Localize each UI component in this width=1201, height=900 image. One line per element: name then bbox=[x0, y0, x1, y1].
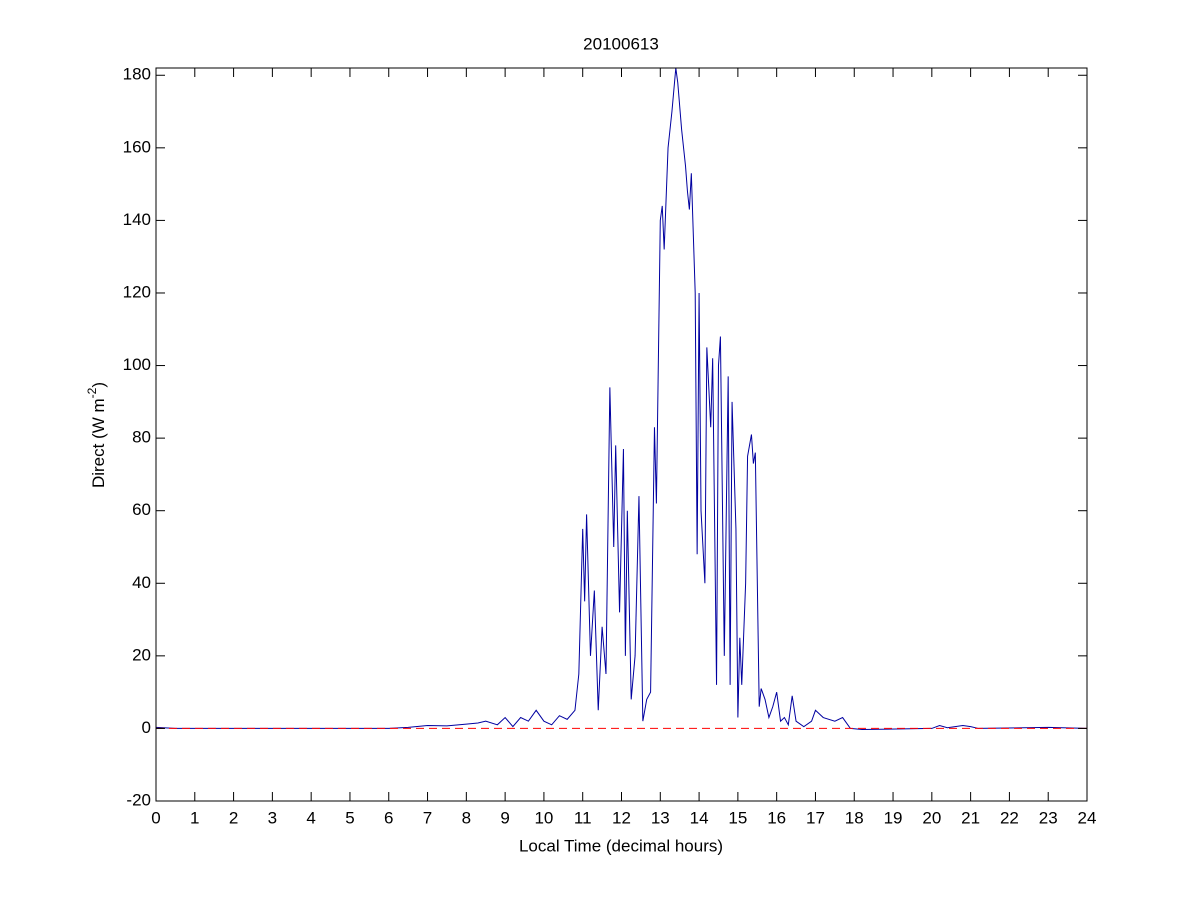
chart-title: 20100613 bbox=[583, 34, 659, 53]
x-tick-label: 7 bbox=[423, 808, 432, 827]
y-tick-label: 120 bbox=[123, 282, 151, 301]
y-axis-label-text: Direct (W m bbox=[89, 398, 108, 488]
y-tick-label: 160 bbox=[123, 137, 151, 156]
y-tick-label: 20 bbox=[132, 645, 151, 664]
y-axis-label-text: ) bbox=[89, 382, 108, 388]
y-tick-label: 60 bbox=[132, 500, 151, 519]
x-tick-label: 4 bbox=[306, 808, 315, 827]
x-tick-label: 5 bbox=[345, 808, 354, 827]
x-tick-label: 11 bbox=[574, 808, 592, 827]
x-tick-label: 17 bbox=[806, 808, 825, 827]
y-tick-label: 80 bbox=[132, 428, 151, 447]
line-series bbox=[155, 67, 1088, 731]
y-tick-label: 100 bbox=[123, 355, 151, 374]
x-tick-label: 6 bbox=[384, 808, 393, 827]
x-tick-label: 18 bbox=[845, 808, 864, 827]
x-tick-label: 13 bbox=[651, 808, 670, 827]
y-axis-label-sup: -2 bbox=[85, 387, 99, 398]
y-tick-label: 140 bbox=[123, 210, 151, 229]
x-tick-label: 16 bbox=[767, 808, 786, 827]
x-tick-label: 10 bbox=[534, 808, 553, 827]
x-tick-label: 3 bbox=[268, 808, 277, 827]
x-tick-label: 0 bbox=[151, 808, 160, 827]
x-tick-label: 21 bbox=[961, 808, 980, 827]
y-tick-label: -20 bbox=[126, 790, 151, 809]
x-tick-label: 9 bbox=[500, 808, 509, 827]
y-tick-label: 40 bbox=[132, 573, 151, 592]
x-tick-label: 8 bbox=[462, 808, 471, 827]
x-tick-label: 1 bbox=[190, 808, 199, 827]
x-tick-label: 14 bbox=[690, 808, 709, 827]
x-axis-label: Local Time (decimal hours) bbox=[519, 836, 723, 855]
x-tick-label: 15 bbox=[728, 808, 747, 827]
x-tick-label: 12 bbox=[612, 808, 631, 827]
x-tick-label: 19 bbox=[884, 808, 903, 827]
y-axis-label: Direct (W m-2) bbox=[85, 382, 108, 488]
x-tick-label: 23 bbox=[1039, 808, 1058, 827]
x-tick-label: 2 bbox=[229, 808, 238, 827]
y-tick-label: 180 bbox=[123, 65, 151, 84]
y-tick-label: 0 bbox=[142, 718, 151, 737]
x-tick-label: 24 bbox=[1078, 808, 1097, 827]
x-tick-label: 22 bbox=[1000, 808, 1019, 827]
x-tick-label: 20 bbox=[922, 808, 941, 827]
